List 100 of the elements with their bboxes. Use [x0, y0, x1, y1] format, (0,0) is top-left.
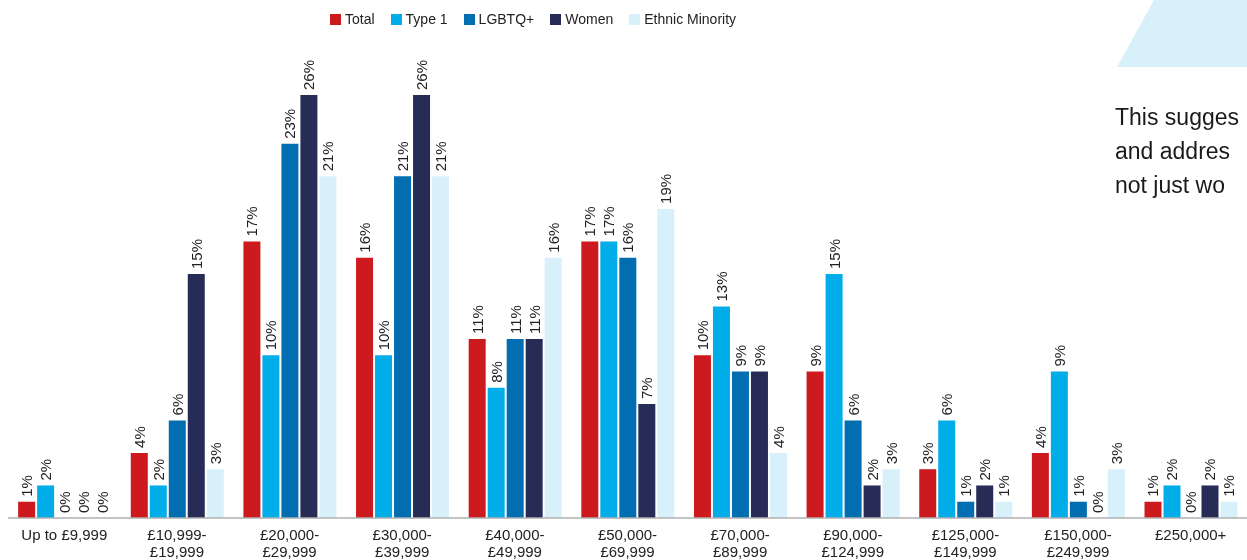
bar	[863, 485, 881, 518]
data-label: 1%	[1144, 475, 1162, 497]
bar	[995, 501, 1013, 518]
x-tick-label: £50,000-£69,999	[597, 526, 658, 560]
bar	[938, 420, 956, 518]
bar	[394, 176, 412, 518]
bar	[243, 241, 261, 518]
bar	[130, 452, 148, 518]
data-label: 1%	[957, 475, 975, 497]
data-label: 3%	[919, 442, 937, 465]
bar	[356, 257, 374, 518]
data-label: 10%	[262, 320, 280, 351]
data-label: 10%	[693, 320, 711, 351]
bar	[769, 452, 787, 518]
bar	[149, 485, 167, 518]
data-label: 1%	[1069, 475, 1087, 497]
data-label: 0%	[56, 491, 74, 513]
data-label: 11%	[525, 305, 543, 335]
bar	[432, 176, 450, 518]
bar	[619, 257, 637, 518]
data-label: 0%	[75, 491, 93, 513]
x-tick-label: £250,000+	[1155, 526, 1227, 543]
bar	[168, 420, 186, 518]
bar	[731, 371, 749, 518]
bar	[712, 306, 730, 518]
data-label: 17%	[243, 206, 261, 237]
data-label: 6%	[844, 393, 862, 416]
data-label: 26%	[300, 59, 318, 90]
bar	[262, 355, 280, 518]
data-label: 4%	[130, 426, 148, 448]
bar	[600, 241, 618, 518]
x-tick-label: £125,000-£149,999	[931, 526, 1000, 560]
bar	[1201, 485, 1219, 518]
data-label: 13%	[712, 271, 730, 302]
bar	[187, 273, 205, 518]
legend-label: Total	[345, 11, 375, 27]
x-tick-label: £30,000-£39,999	[372, 526, 432, 560]
legend-label: Ethnic Minority	[644, 11, 737, 27]
x-tick-label: £40,000-£49,999	[485, 526, 545, 560]
x-tick-label: Up to £9,999	[21, 526, 108, 543]
data-label: 26%	[413, 59, 431, 90]
data-label: 11%	[506, 305, 524, 335]
bar	[638, 404, 656, 518]
bar	[657, 208, 675, 518]
bar	[693, 355, 711, 518]
data-label: 0%	[1182, 491, 1200, 513]
data-label: 19%	[657, 173, 675, 204]
data-label: 6%	[938, 393, 956, 416]
data-label: 4%	[1031, 426, 1049, 448]
data-label: 8%	[487, 361, 505, 383]
data-label: 6%	[168, 393, 186, 416]
data-label: 9%	[750, 344, 768, 367]
bar	[750, 371, 768, 518]
data-label: 3%	[882, 442, 900, 465]
bar	[506, 339, 524, 518]
data-label: 0%	[94, 491, 112, 513]
data-label: 21%	[319, 141, 337, 172]
data-label: 2%	[1163, 458, 1181, 481]
legend-label: Type 1	[405, 11, 448, 27]
x-tick-label: £70,000-£89,999	[710, 526, 770, 560]
data-label: 23%	[281, 108, 299, 139]
data-label: 2%	[976, 458, 994, 481]
data-label: 9%	[731, 344, 749, 367]
data-label: 2%	[149, 458, 167, 481]
bar	[37, 485, 55, 518]
data-label: 16%	[619, 222, 637, 253]
bar	[1144, 501, 1162, 518]
data-label: 17%	[600, 206, 618, 237]
data-label: 11%	[468, 305, 486, 335]
data-label: 3%	[1107, 442, 1125, 465]
data-label: 16%	[356, 222, 374, 253]
bar	[1220, 501, 1238, 518]
data-label: 15%	[825, 238, 843, 269]
legend-label: Women	[565, 11, 614, 27]
bar	[413, 95, 431, 518]
data-label: 0%	[1088, 491, 1106, 513]
data-label: 21%	[432, 141, 450, 172]
data-label: 3%	[206, 442, 224, 465]
bar	[525, 339, 543, 518]
bar	[1163, 485, 1181, 518]
data-label: 17%	[581, 206, 599, 237]
bar	[919, 469, 937, 518]
legend-label: LGBTQ+	[478, 11, 535, 27]
data-label: 21%	[394, 141, 412, 172]
bar	[844, 420, 862, 518]
bar	[976, 485, 994, 518]
data-label: 16%	[544, 222, 562, 253]
x-tick-label: £20,000-£29,999	[259, 526, 320, 560]
bar	[882, 469, 900, 518]
bar	[957, 501, 975, 518]
data-label: 9%	[806, 344, 824, 367]
data-label: 1%	[1220, 475, 1238, 497]
annotation: This sugges and addres not just wo	[1115, 103, 1240, 200]
x-tick-label: £90,000-£124,999	[821, 526, 885, 560]
bar	[544, 257, 562, 518]
data-label: 1%	[18, 475, 36, 497]
bar	[1050, 371, 1068, 518]
data-label: 1%	[995, 475, 1013, 497]
bar	[18, 501, 36, 518]
bar	[806, 371, 824, 518]
